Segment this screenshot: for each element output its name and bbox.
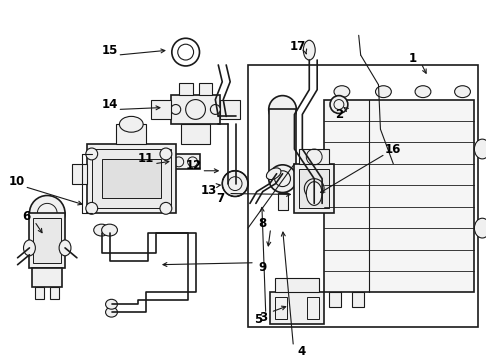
Text: 10: 10 xyxy=(8,175,25,188)
Bar xyxy=(102,159,161,198)
Ellipse shape xyxy=(305,182,322,205)
Text: 1: 1 xyxy=(408,51,416,64)
Bar xyxy=(277,193,287,210)
Bar xyxy=(29,213,65,268)
Bar xyxy=(116,124,146,144)
Bar xyxy=(181,124,210,144)
Bar xyxy=(324,100,473,292)
Bar xyxy=(299,169,328,208)
Bar xyxy=(179,83,192,95)
Ellipse shape xyxy=(454,86,469,98)
Bar xyxy=(86,144,175,213)
Text: 2: 2 xyxy=(334,108,342,121)
Ellipse shape xyxy=(23,240,35,256)
Text: 16: 16 xyxy=(385,143,401,156)
Ellipse shape xyxy=(105,299,117,309)
Ellipse shape xyxy=(94,224,109,236)
Ellipse shape xyxy=(268,165,296,193)
Text: 12: 12 xyxy=(185,159,201,172)
Ellipse shape xyxy=(210,104,220,114)
Ellipse shape xyxy=(329,96,347,113)
Bar xyxy=(72,164,86,184)
Bar xyxy=(50,287,59,299)
Text: 4: 4 xyxy=(297,345,305,358)
Ellipse shape xyxy=(222,171,247,197)
Bar xyxy=(269,292,324,324)
Ellipse shape xyxy=(59,240,71,256)
Text: 14: 14 xyxy=(101,98,118,111)
Ellipse shape xyxy=(266,168,281,180)
Bar xyxy=(170,154,200,169)
Bar xyxy=(294,164,333,213)
Text: 15: 15 xyxy=(101,44,118,57)
Ellipse shape xyxy=(303,40,315,60)
Text: 17: 17 xyxy=(289,40,305,53)
Ellipse shape xyxy=(375,86,390,98)
Text: 3: 3 xyxy=(258,311,266,324)
Bar xyxy=(306,297,319,319)
Bar xyxy=(198,83,212,95)
Bar xyxy=(351,292,363,307)
Ellipse shape xyxy=(333,86,349,98)
Bar xyxy=(33,218,61,263)
Text: 8: 8 xyxy=(258,217,266,230)
Ellipse shape xyxy=(85,148,98,160)
Bar xyxy=(170,95,220,124)
Text: 6: 6 xyxy=(22,210,31,223)
Bar xyxy=(35,287,44,299)
Bar xyxy=(328,292,340,307)
Ellipse shape xyxy=(170,104,181,114)
Bar xyxy=(299,149,328,164)
Ellipse shape xyxy=(473,139,488,159)
Ellipse shape xyxy=(473,218,488,238)
Text: 9: 9 xyxy=(258,261,266,274)
Ellipse shape xyxy=(160,148,171,160)
Bar xyxy=(268,109,296,179)
Ellipse shape xyxy=(105,307,117,317)
Bar xyxy=(220,100,240,120)
Bar xyxy=(274,297,286,319)
Ellipse shape xyxy=(102,224,117,236)
Bar xyxy=(92,149,170,208)
Text: 5: 5 xyxy=(253,312,262,325)
Text: 11: 11 xyxy=(138,152,154,165)
Ellipse shape xyxy=(29,195,65,231)
Text: 7: 7 xyxy=(216,192,224,205)
Ellipse shape xyxy=(414,86,430,98)
Text: 13: 13 xyxy=(200,184,216,197)
Bar xyxy=(32,268,62,287)
Bar xyxy=(247,65,477,327)
Ellipse shape xyxy=(268,96,296,123)
Bar xyxy=(151,100,170,120)
Ellipse shape xyxy=(85,202,98,214)
Ellipse shape xyxy=(160,202,171,214)
Bar xyxy=(274,278,319,292)
Ellipse shape xyxy=(119,116,143,132)
